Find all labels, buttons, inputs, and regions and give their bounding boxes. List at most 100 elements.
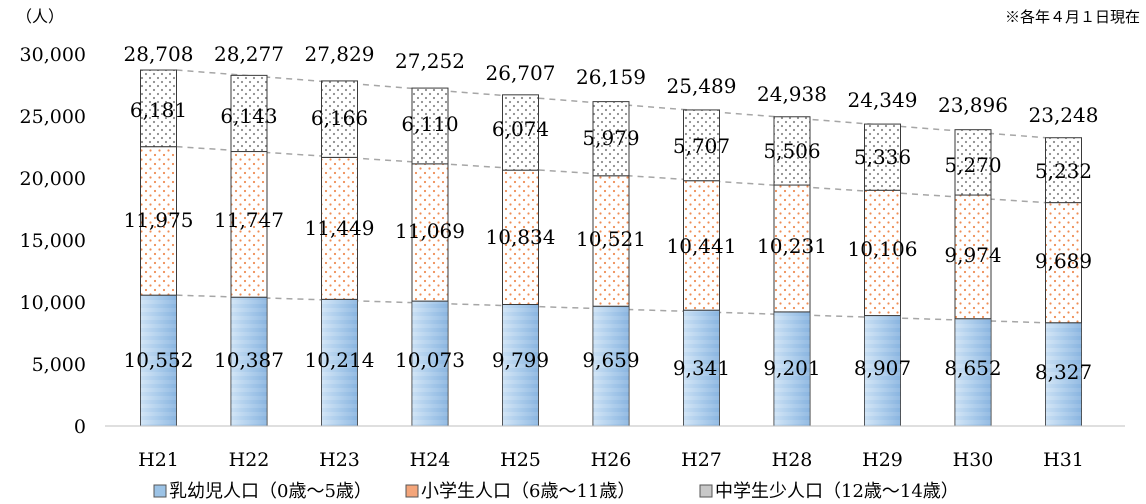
- segment-value-label: 6,166: [311, 106, 368, 130]
- segment-value-label: 10,073: [395, 348, 465, 372]
- bar-segment-1: [1045, 202, 1082, 324]
- total-value-label: 23,896: [938, 93, 1008, 117]
- segment-value-label: 10,106: [848, 237, 918, 261]
- y-axis: 0 5,000 10,000 15,000 20,000 25,000 30,000: [20, 44, 86, 438]
- x-tick-label: H21: [138, 449, 179, 471]
- x-tick-label: H29: [862, 449, 903, 471]
- bar-segment-2: [864, 123, 901, 191]
- x-tick-label: H28: [772, 449, 813, 471]
- segment-value-label: 9,201: [763, 356, 820, 380]
- x-tick-label: H25: [500, 449, 541, 471]
- legend-swatch-1: [405, 484, 419, 498]
- bar-segment-2: [140, 69, 177, 148]
- total-value-label: 27,829: [305, 42, 375, 66]
- y-tick-label: 15,000: [20, 230, 86, 252]
- segment-value-label: 5,270: [944, 153, 1001, 177]
- segment-value-label: 6,181: [130, 98, 187, 122]
- total-value-label: 23,248: [1029, 103, 1099, 127]
- y-tick-label: 10,000: [20, 292, 86, 314]
- segment-value-label: 5,336: [854, 145, 911, 169]
- bar-segment-2: [230, 74, 268, 153]
- bar-segment-texture: [593, 306, 629, 426]
- bar-segment-texture: [774, 311, 810, 426]
- x-tick-label: H24: [410, 449, 451, 471]
- bar-segment-texture: [683, 310, 720, 426]
- total-value-label: 24,349: [848, 88, 918, 112]
- segment-value-label: 8,907: [854, 356, 911, 380]
- bar-segment-texture: [412, 301, 448, 426]
- bar-segment-texture: [864, 315, 901, 426]
- y-tick-label: 0: [74, 416, 86, 438]
- segment-value-label: 5,232: [1035, 159, 1092, 183]
- bar-segment-2: [773, 116, 811, 186]
- total-value-label: 28,277: [214, 42, 284, 66]
- bar-segment-texture: [231, 297, 267, 426]
- bar-segment-2: [502, 94, 539, 171]
- y-tick-label: 5,000: [32, 354, 86, 376]
- total-value-label: 26,707: [486, 61, 556, 85]
- total-value-label: 28,708: [124, 42, 194, 66]
- bar-segment-1: [954, 194, 992, 320]
- segment-value-label: 9,799: [492, 348, 549, 372]
- bar-segment-texture: [321, 299, 358, 426]
- segment-value-label: 8,652: [944, 356, 1001, 380]
- x-tick-label: H22: [229, 449, 270, 471]
- segment-value-label: 9,689: [1035, 249, 1092, 273]
- bar-segment-1: [140, 146, 177, 296]
- segment-value-label: 10,552: [124, 348, 194, 372]
- segment-value-label: 11,449: [305, 216, 375, 240]
- x-tick-label: H27: [681, 449, 722, 471]
- bars: [140, 69, 1082, 427]
- segment-value-label: 5,707: [673, 134, 730, 158]
- total-value-label: 27,252: [395, 49, 465, 73]
- bar-segment-1: [592, 175, 630, 307]
- segment-value-label: 11,069: [395, 219, 465, 243]
- legend-label-1: 小学生人口（6歳～11歳）: [421, 481, 635, 502]
- segment-value-label: 10,521: [576, 227, 646, 251]
- bar-segment-2: [592, 101, 630, 177]
- bar-segment-texture: [955, 318, 991, 426]
- segment-value-label: 10,214: [305, 348, 375, 372]
- segment-value-label: 9,659: [582, 348, 639, 372]
- x-tick-label: H31: [1043, 449, 1084, 471]
- y-tick-label: 25,000: [20, 106, 86, 128]
- segment-value-label: 9,974: [944, 243, 1001, 267]
- legend-swatch-2: [699, 484, 713, 498]
- y-tick-label: 20,000: [20, 168, 86, 190]
- total-value-label: 25,489: [667, 74, 737, 98]
- total-value-label: 24,938: [757, 82, 827, 106]
- bar-segment-texture: [140, 295, 177, 426]
- x-tick-label: H26: [591, 449, 632, 471]
- bar-segment-2: [954, 129, 992, 196]
- legend-label-2: 中学生少人口（12歳～14歳）: [715, 481, 959, 502]
- legend-swatch-0: [153, 484, 167, 498]
- segment-value-label: 10,834: [486, 225, 556, 249]
- segment-value-label: 10,231: [757, 234, 827, 258]
- bar-segment-texture: [502, 304, 539, 426]
- segment-value-label: 10,387: [214, 348, 284, 372]
- segment-value-label: 11,975: [124, 208, 194, 232]
- bar-segment-2: [1045, 137, 1082, 204]
- y-unit-label: （人）: [16, 7, 64, 26]
- bar-segment-2: [411, 87, 449, 165]
- bar-segment-1: [411, 163, 449, 302]
- total-value-label: 26,159: [576, 65, 646, 89]
- segment-value-label: 11,747: [214, 208, 284, 232]
- segment-labels: 10,552 11,975 6,181 10,387 11,747 6,143 10,214…: [124, 98, 1093, 384]
- bar-segment-2: [683, 109, 720, 182]
- segment-value-label: 10,441: [667, 234, 737, 258]
- bar-segment-1: [773, 184, 811, 313]
- segment-value-label: 8,327: [1035, 360, 1092, 384]
- x-tick-label: H23: [319, 449, 360, 471]
- legend: 乳幼児人口（0歳～5歳） 小学生人口（6歳～11歳） 中学生少人口（12歳～14歳）: [153, 481, 959, 502]
- segment-value-label: 5,979: [582, 126, 639, 150]
- y-tick-label: 30,000: [20, 44, 86, 66]
- bar-segment-texture: [1045, 322, 1082, 426]
- total-labels: 28,708 28,277 27,829 27,252 26,707 26,159 25,4…: [124, 42, 1099, 127]
- bar-segment-2: [321, 80, 358, 158]
- segment-value-label: 9,341: [673, 356, 730, 380]
- segment-value-label: 6,074: [492, 117, 549, 141]
- x-axis: H21 H22 H23 H24 H25 H26 H27 H28 H29 H30 H31: [105, 425, 1125, 471]
- x-tick-label: H30: [953, 449, 994, 471]
